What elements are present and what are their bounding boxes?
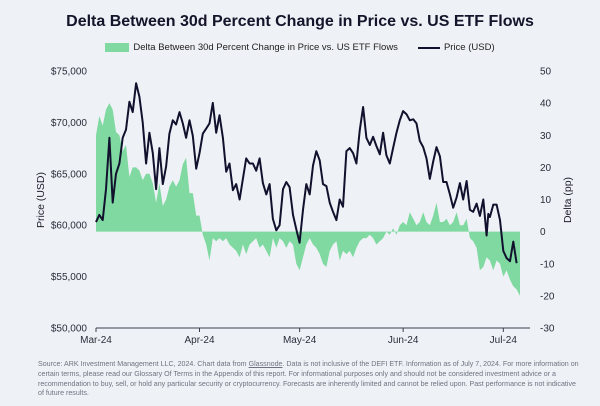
- y-left-tick-label: $65,000: [51, 169, 88, 180]
- x-tick-label: Jun-24: [388, 335, 419, 346]
- legend-swatch-area: [105, 43, 130, 52]
- y-right-tick-label: -30: [540, 324, 555, 335]
- chart-plot: $50,000 $55,000 $60,000 $65,000 $70,000 $75,0…: [35, 67, 574, 347]
- y-left-tick-label: $75,000: [51, 67, 88, 78]
- y-right-tick-label: 20: [540, 163, 552, 174]
- source-note: Source: ARK Investment Management LLC, 2…: [38, 360, 582, 399]
- price-line-layer: [95, 82, 518, 264]
- y-right-tick-label: -20: [540, 291, 555, 302]
- legend-swatch-line: [417, 46, 440, 49]
- y-left-tick-label: $50,000: [51, 324, 88, 335]
- y-right-tick-label: 0: [540, 227, 546, 238]
- chart-legend: Delta Between 30d Percent Change in Pric…: [0, 42, 600, 53]
- legend-label-price: Price (USD): [443, 42, 495, 53]
- legend-item-delta: Delta Between 30d Percent Change in Pric…: [105, 42, 398, 53]
- source-text-before: Source: ARK Investment Management LLC, 2…: [38, 360, 249, 368]
- y-right-tick-label: 40: [540, 99, 552, 110]
- x-ticks: Mar-24 Apr-24 May-24 Jun-24 Jul-24: [80, 328, 517, 346]
- y-left-tick-label: $70,000: [51, 118, 88, 129]
- y-right-tick-label: 30: [540, 131, 552, 142]
- x-tick-label: Jul-24: [490, 335, 518, 346]
- y-right-ticks: -30 -20 -10 0 10 20 30 40 50: [540, 67, 555, 335]
- delta-area-layer: [96, 103, 520, 296]
- y-right-tick-label: -10: [540, 259, 555, 270]
- y-left-tick-label: $60,000: [51, 221, 88, 232]
- x-tick-label: May-24: [283, 335, 317, 346]
- x-tick-label: Mar-24: [80, 335, 112, 346]
- x-tick-label: Apr-24: [184, 335, 214, 346]
- y-right-tick-label: 50: [540, 67, 552, 78]
- y-axis-left-label: Price (USD): [35, 172, 47, 228]
- source-link-glassnode[interactable]: Glassnode: [248, 360, 283, 368]
- legend-item-price: Price (USD): [417, 42, 495, 53]
- series-delta-area: [96, 103, 520, 296]
- source-text-after: . Data is not inclusive of the DEFI ETF.…: [38, 360, 579, 398]
- y-left-tick-label: $55,000: [51, 272, 88, 283]
- y-axis-right-label: Delta (pp): [562, 177, 574, 223]
- y-right-tick-label: 10: [540, 195, 552, 206]
- series-price-line: [95, 82, 518, 264]
- legend-label-delta: Delta Between 30d Percent Change in Pric…: [133, 42, 398, 53]
- chart-title: Delta Between 30d Percent Change in Pric…: [66, 13, 534, 30]
- y-left-ticks: $50,000 $55,000 $60,000 $65,000 $70,000 $75,0…: [51, 67, 88, 335]
